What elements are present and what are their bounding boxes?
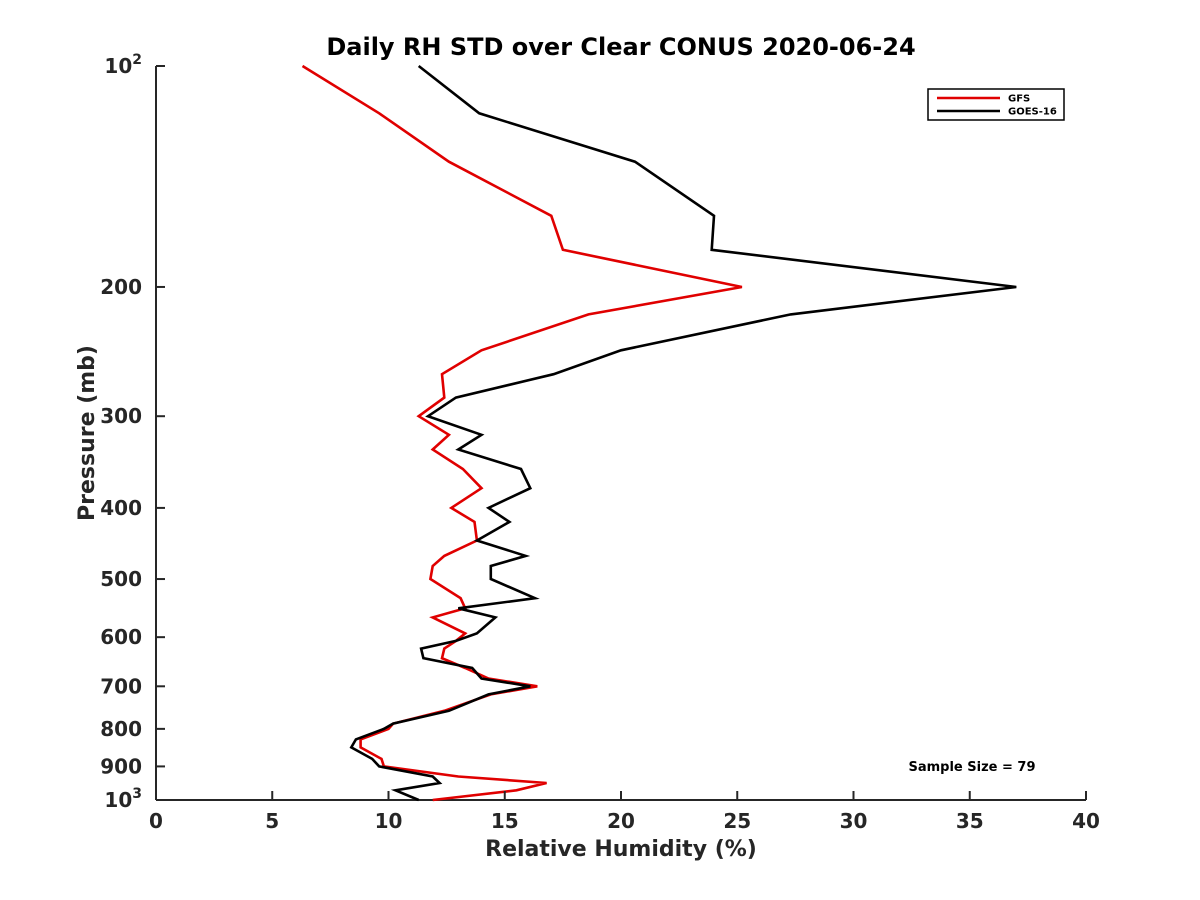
x-axis-title: Relative Humidity (%) — [485, 837, 757, 862]
sample-size-annotation: Sample Size = 79 — [908, 760, 1035, 775]
y-tick-label: 500 — [100, 567, 142, 591]
y-tick-label: 600 — [100, 625, 142, 649]
y-tick-base: 10 — [104, 54, 132, 78]
y-tick-label: 900 — [100, 754, 142, 778]
chart-title: Daily RH STD over Clear CONUS 2020-06-24 — [326, 33, 915, 61]
x-tick-label: 35 — [956, 809, 984, 833]
y-tick-label: 300 — [100, 404, 142, 428]
y-tick-exponent: 2 — [132, 52, 142, 68]
x-tick-label: 0 — [149, 809, 163, 833]
x-tick-label: 25 — [723, 809, 751, 833]
legend-label-goes-16: GOES-16 — [1008, 107, 1057, 118]
y-axis-title: Pressure (mb) — [75, 345, 100, 521]
x-tick-label: 20 — [607, 809, 635, 833]
y-tick-label: 102 — [104, 52, 142, 78]
y-tick-exponent: 3 — [132, 786, 142, 802]
series-line-gfs — [301, 64, 743, 802]
y-tick-label: 200 — [100, 275, 142, 299]
legend: GFS GOES-16 — [927, 88, 1065, 121]
x-axis-ticks: 0 5 10 15 20 25 30 35 40 — [149, 791, 1100, 833]
y-tick-base: 10 — [104, 788, 132, 812]
y-tick-label: 800 — [100, 717, 142, 741]
legend-label-gfs: GFS — [1008, 94, 1030, 105]
series-line-goes-16 — [349, 64, 1017, 802]
series-layer — [301, 64, 1017, 802]
x-tick-label: 10 — [375, 809, 403, 833]
y-tick-label: 103 — [104, 786, 142, 812]
plot-area: 0 5 10 15 20 25 30 35 40 10220030040050060070080… — [100, 52, 1100, 833]
y-tick-label: 400 — [100, 496, 142, 520]
x-tick-label: 40 — [1072, 809, 1100, 833]
x-tick-label: 30 — [840, 809, 868, 833]
x-tick-label: 15 — [491, 809, 519, 833]
legend-box — [927, 88, 1065, 121]
y-tick-label: 700 — [100, 674, 142, 698]
x-tick-label: 5 — [265, 809, 279, 833]
